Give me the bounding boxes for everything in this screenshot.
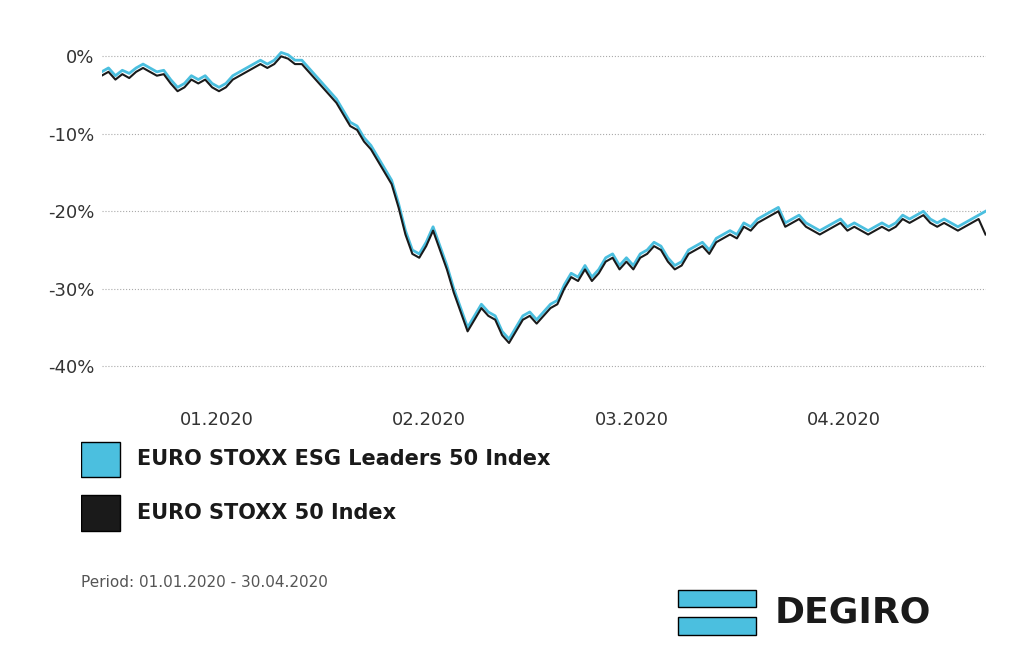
FancyBboxPatch shape <box>81 442 120 477</box>
Text: Period: 01.01.2020 - 30.04.2020: Period: 01.01.2020 - 30.04.2020 <box>81 575 328 590</box>
Text: EURO STOXX ESG Leaders 50 Index: EURO STOXX ESG Leaders 50 Index <box>137 449 551 469</box>
Text: EURO STOXX 50 Index: EURO STOXX 50 Index <box>137 503 396 523</box>
FancyBboxPatch shape <box>81 495 120 531</box>
FancyBboxPatch shape <box>679 617 756 636</box>
FancyBboxPatch shape <box>679 590 756 608</box>
Text: DEGIRO: DEGIRO <box>774 595 931 630</box>
